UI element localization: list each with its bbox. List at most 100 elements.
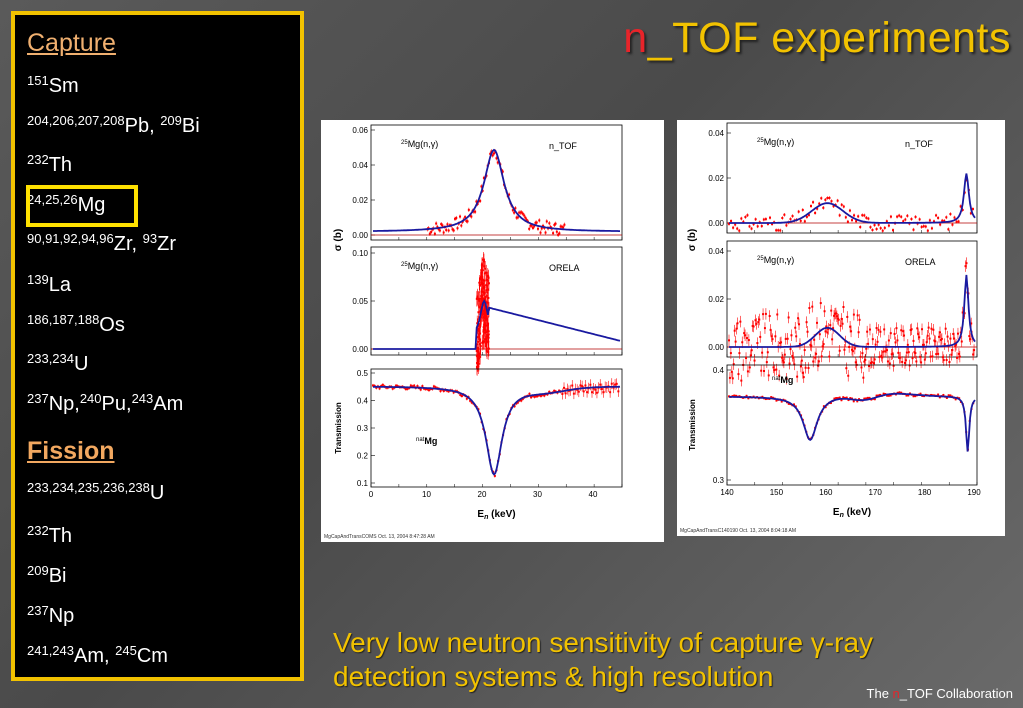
data-point [441,224,444,227]
data-point [902,330,905,333]
data-point [781,216,784,219]
data-point [761,351,764,354]
data-point [740,379,743,382]
data-point [957,352,960,355]
data-point [930,227,933,230]
data-point [945,396,948,399]
data-point [470,215,473,218]
data-point [779,229,782,232]
data-point [818,333,821,336]
data-point [530,224,533,227]
data-point [487,322,490,325]
data-point [456,227,459,230]
data-point [939,223,942,226]
data-point [413,384,416,387]
data-point [937,393,940,396]
data-point [854,361,857,364]
data-point [739,320,742,323]
data-point [868,365,871,368]
data-point [615,382,618,385]
data-point [515,216,518,219]
data-point [764,312,767,315]
data-point [945,359,948,362]
data-point [776,313,779,316]
data-point [857,215,860,218]
data-point [763,327,766,330]
data-point [482,285,485,288]
data-point [829,401,832,404]
data-point [767,374,770,377]
data-point [881,229,884,232]
data-point [439,390,442,393]
data-point [816,207,819,210]
mass-number: 90,91,92,94,96 [27,231,114,246]
data-point [928,337,931,340]
data-point [789,218,792,221]
data-point [483,279,486,282]
data-point [748,366,751,369]
data-point [875,394,878,397]
data-point [775,229,778,232]
data-point [849,325,852,328]
data-point [969,338,972,341]
data-point [889,394,892,397]
data-point [749,354,752,357]
data-point [863,360,866,363]
data-point [735,394,738,397]
data-point [758,318,761,321]
mass-number: 233,234,235,236,238 [27,480,150,495]
facility-label: n_TOF [905,139,933,149]
data-point [889,332,892,335]
data-point [914,395,917,398]
y-tick-label: 0.02 [708,295,724,304]
data-point [794,405,797,408]
data-point [757,321,760,324]
data-point [926,334,929,337]
data-point [460,224,463,227]
fit-curve [729,392,976,452]
data-point [479,324,482,327]
data-point [820,355,823,358]
data-point [959,205,962,208]
plot-panel-1: 0.04 0.02 0.00 25Mg(n,γ) n_TOF [708,122,978,234]
data-point [476,367,479,370]
data-point [416,385,419,388]
data-point [783,353,786,356]
data-point [896,339,899,342]
data-point [947,394,950,397]
data-point [553,223,556,226]
data-point [817,360,820,363]
data-point [950,353,953,356]
data-point [814,356,817,359]
data-point [867,217,870,220]
figure-footer: MgCapAndTransC140190 Oct. 13, 2004 8:04:… [680,528,796,534]
data-point [432,385,435,388]
data-point [784,337,787,340]
data-point [768,315,771,318]
y-tick-label: 0.3 [713,476,725,485]
data-point [793,403,796,406]
data-point [746,214,749,217]
data-point [486,335,489,338]
data-point [837,318,840,321]
credit-n: n [892,686,900,701]
data-point [958,355,961,358]
data-point [912,228,915,231]
data-point [785,377,788,380]
data-point [943,343,946,346]
element-symbol: La [48,274,71,296]
data-point [738,229,741,232]
data-point [845,367,848,370]
data-point [493,474,496,477]
data-point [426,388,429,391]
data-point [508,193,511,196]
data-point [501,170,504,173]
data-point [912,339,915,342]
data-point [807,214,810,217]
mass-number: 93 [142,231,158,246]
facility-label: n_TOF [549,141,577,151]
data-point [842,305,845,308]
data-point [745,394,748,397]
data-point [878,356,881,359]
y-tick-label: 0.4 [357,397,369,406]
